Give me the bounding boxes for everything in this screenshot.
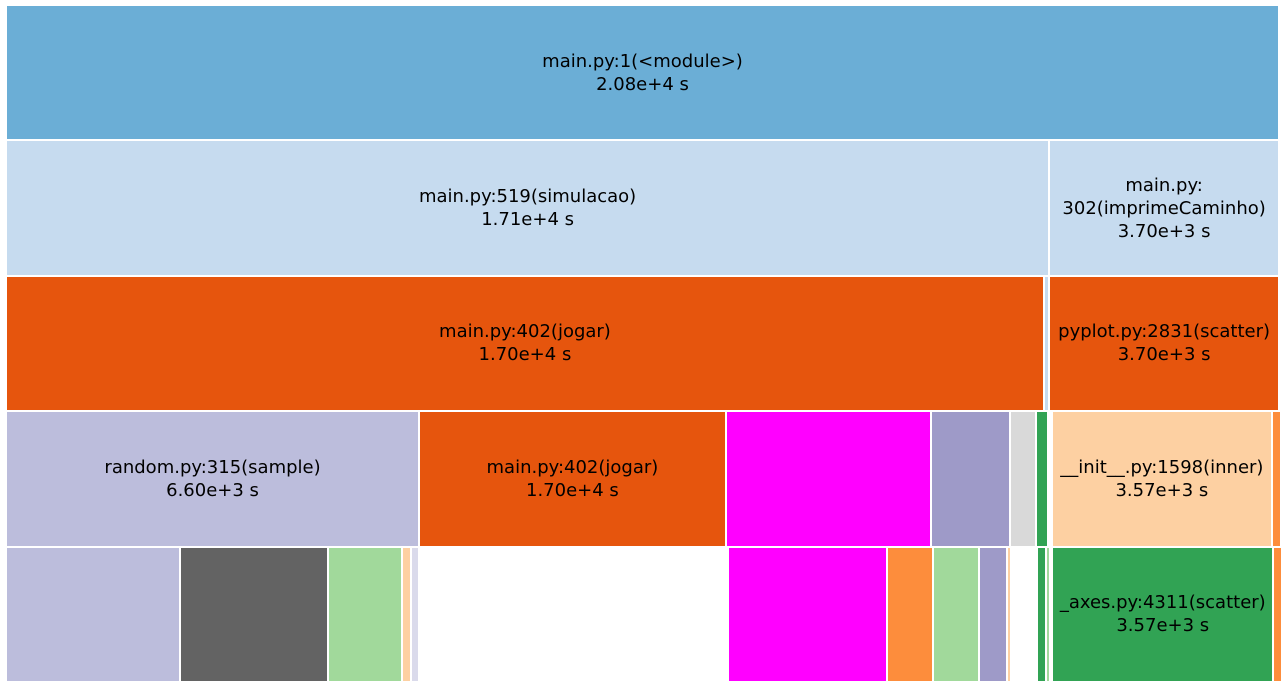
frame-label: _axes.py:4311(scatter) 3.57e+3 s (1058, 591, 1268, 637)
frame-block-unlabeled[interactable] (727, 546, 888, 682)
frame-time-value: 6.60e+3 s (166, 479, 259, 501)
frame-block-unlabeled[interactable] (411, 546, 420, 682)
frame-block[interactable]: random.py:315(sample) 6.60e+3 s (6, 411, 420, 547)
frame-time-value: 3.70e+3 s (1117, 344, 1211, 366)
frame-block[interactable]: pyplot.py:2831(scatter) 3.70e+3 s (1049, 275, 1279, 412)
frame-block-unlabeled[interactable] (402, 546, 412, 682)
frame-function-name: main.py:402(jogar) (439, 321, 611, 343)
frame-function-name: random.py:315(sample) (104, 456, 321, 478)
frame-block-unlabeled[interactable] (327, 546, 403, 682)
frame-label: pyplot.py:2831(scatter) 3.70e+3 s (1056, 320, 1272, 366)
frame-block-unlabeled[interactable] (419, 546, 728, 682)
frame-block[interactable]: main.py: 302(imprimeCaminho) 3.70e+3 s (1049, 140, 1279, 276)
frame-block-unlabeled[interactable] (6, 546, 181, 682)
frame-time-value: 3.57e+3 s (1116, 615, 1210, 637)
frame-block-unlabeled[interactable] (1273, 546, 1283, 682)
frame-block-unlabeled[interactable] (979, 546, 1008, 682)
frame-time-value: 2.08e+4 s (596, 73, 689, 95)
frame-function-name: main.py:402(jogar) (486, 456, 659, 478)
frame-time-value: 1.71e+4 s (481, 209, 574, 231)
frame-label: random.py:315(sample) 6.60e+3 s (102, 456, 322, 502)
frame-block-unlabeled[interactable] (931, 411, 1011, 547)
frame-function-name: main.py: 302(imprimeCaminho) (1062, 174, 1266, 219)
frame-block[interactable]: main.py:402(jogar) 1.70e+4 s (6, 275, 1044, 412)
frame-time-value: 1.70e+4 s (526, 479, 619, 501)
frame-label: __init__.py:1598(inner) 3.57e+3 s (1058, 456, 1265, 502)
frame-block-unlabeled[interactable] (1036, 411, 1048, 547)
frame-function-name: main.py:519(simulacao) (418, 186, 637, 208)
frame-time-value: 1.70e+4 s (478, 344, 572, 366)
frame-label: main.py:402(jogar) 1.70e+4 s (485, 456, 661, 502)
frame-function-name: _axes.py:4311(scatter) (1059, 592, 1266, 614)
frame-function-name: __init__.py:1598(inner) (1060, 456, 1264, 478)
frame-block-unlabeled[interactable] (1047, 411, 1052, 547)
frame-block-unlabeled[interactable] (1046, 546, 1051, 682)
frame-label: main.py: 302(imprimeCaminho) 3.70e+3 s (1060, 174, 1267, 243)
frame-label: main.py:1(<module>) 2.08e+4 s (540, 50, 745, 96)
frame-block[interactable]: _axes.py:4311(scatter) 3.57e+3 s (1052, 546, 1274, 682)
frame-block[interactable]: __init__.py:1598(inner) 3.57e+3 s (1051, 411, 1273, 547)
frame-block-unlabeled[interactable] (1272, 411, 1282, 547)
frame-block-unlabeled[interactable] (933, 546, 980, 682)
frame-block-unlabeled[interactable] (1010, 411, 1037, 547)
frame-label: main.py:402(jogar) 1.70e+4 s (437, 320, 613, 366)
frame-block[interactable]: main.py:519(simulacao) 1.71e+4 s (6, 140, 1050, 276)
frame-block-unlabeled[interactable] (1043, 275, 1050, 412)
frame-block-unlabeled[interactable] (180, 546, 328, 682)
frame-block-unlabeled[interactable] (1037, 546, 1047, 682)
frame-block[interactable]: main.py:402(jogar) 1.70e+4 s (419, 411, 726, 547)
frame-time-value: 3.70e+3 s (1117, 220, 1211, 242)
frame-function-name: main.py:1(<module>) (542, 50, 743, 72)
frame-function-name: pyplot.py:2831(scatter) (1058, 321, 1271, 343)
frame-time-value: 3.57e+3 s (1115, 479, 1209, 501)
frame-block-unlabeled[interactable] (725, 411, 932, 547)
frame-block-unlabeled[interactable] (1011, 546, 1038, 682)
frame-label: main.py:519(simulacao) 1.71e+4 s (417, 185, 638, 231)
frame-block-unlabeled[interactable] (1007, 546, 1012, 682)
frame-block-unlabeled[interactable] (1050, 546, 1053, 682)
frame-block[interactable]: main.py:1(<module>) 2.08e+4 s (6, 5, 1279, 141)
frame-block-unlabeled[interactable] (887, 546, 934, 682)
